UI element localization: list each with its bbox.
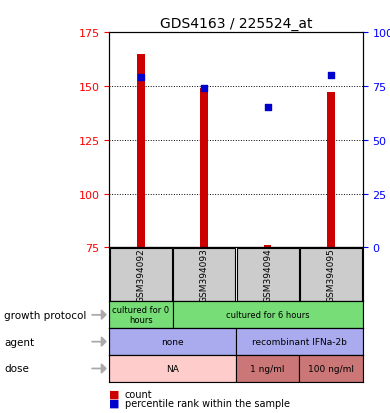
Point [201,85,207,92]
Bar [300,248,362,301]
Bar [173,301,363,328]
Bar [237,248,299,301]
Text: dose: dose [4,363,29,374]
Text: count: count [125,389,152,399]
Bar [200,89,208,248]
Title: GDS4163 / 225524_at: GDS4163 / 225524_at [160,17,312,31]
Bar [137,55,145,248]
Bar [109,328,236,355]
Bar [300,355,363,382]
Text: GSM394095: GSM394095 [326,247,335,302]
Text: 100 ng/ml: 100 ng/ml [308,364,354,373]
Bar [109,355,236,382]
Text: GSM394092: GSM394092 [136,247,145,302]
Text: percentile rank within the sample: percentile rank within the sample [125,398,290,408]
Text: GSM394094: GSM394094 [263,247,272,302]
Text: cultured for 0
hours: cultured for 0 hours [112,305,169,325]
Text: none: none [161,337,184,346]
Bar [327,93,335,248]
Text: recombinant IFNa-2b: recombinant IFNa-2b [252,337,347,346]
Bar [264,246,271,248]
Text: ■: ■ [109,389,120,399]
Text: agent: agent [4,337,34,347]
Text: growth protocol: growth protocol [4,310,86,320]
Bar [173,248,235,301]
Bar [236,355,300,382]
Text: cultured for 6 hours: cultured for 6 hours [226,311,309,319]
Bar [110,248,172,301]
Text: ■: ■ [109,398,120,408]
Point [264,105,271,112]
Point [138,75,144,81]
Bar [109,301,173,328]
Text: NA: NA [166,364,179,373]
Text: 1 ng/ml: 1 ng/ml [250,364,285,373]
Bar [236,328,363,355]
Text: GSM394093: GSM394093 [200,247,209,302]
Point [328,73,334,79]
